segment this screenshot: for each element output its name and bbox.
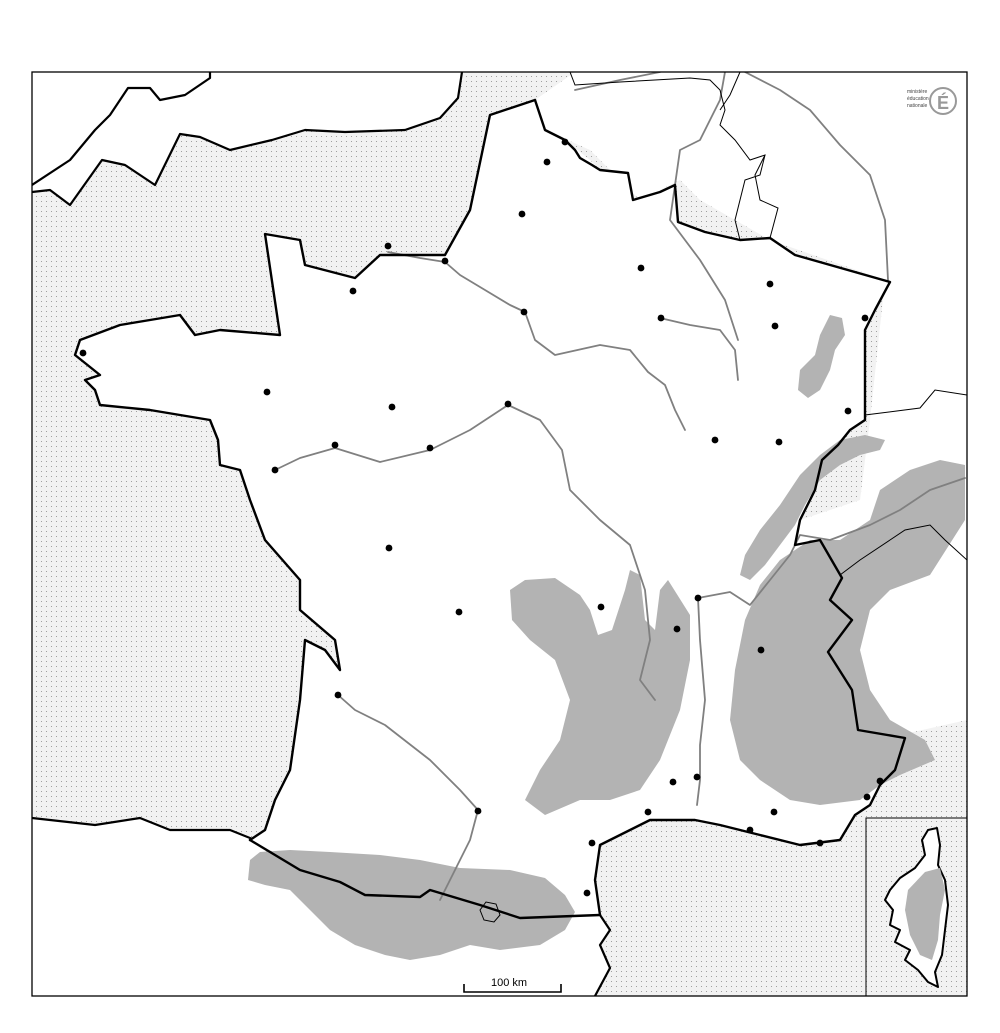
map-frame [31, 71, 968, 997]
logo-line-1: ministère [907, 89, 928, 95]
great-britain-coast-2 [32, 72, 212, 186]
cities [79, 138, 884, 897]
pyrenees [248, 850, 575, 960]
city-dot[interactable] [775, 438, 783, 446]
city-dot[interactable] [669, 778, 677, 786]
city-dot[interactable] [334, 691, 342, 699]
scale-bar-line [463, 984, 562, 993]
city-dot[interactable] [693, 773, 701, 781]
river-rhone-south [696, 597, 706, 806]
city-dot[interactable] [694, 594, 702, 602]
city-dot[interactable] [520, 308, 528, 316]
city-dot[interactable] [441, 257, 449, 265]
city-dot[interactable] [644, 808, 652, 816]
spain-east-coast [594, 914, 612, 996]
city-dot[interactable] [757, 646, 765, 654]
city-dot[interactable] [746, 826, 754, 834]
city-dot[interactable] [384, 242, 392, 250]
city-dot[interactable] [657, 314, 665, 322]
city-dot[interactable] [770, 808, 778, 816]
river-loire [274, 404, 656, 701]
city-dot[interactable] [79, 349, 87, 357]
city-dot[interactable] [504, 400, 512, 408]
great-britain-land [32, 72, 570, 205]
city-dot[interactable] [863, 793, 871, 801]
city-dot[interactable] [766, 280, 774, 288]
andorra [479, 901, 501, 923]
city-dot[interactable] [518, 210, 526, 218]
france-atlantic-coast [73, 98, 537, 842]
corsica-inset [865, 817, 968, 997]
belgium-netherlands-border [569, 72, 766, 241]
city-dot[interactable] [543, 158, 551, 166]
germany-border [754, 154, 779, 239]
city-dot[interactable] [816, 839, 824, 847]
spain-coast [32, 816, 256, 842]
france-land [75, 100, 905, 918]
river-rhone [697, 477, 966, 606]
luxembourg-border [719, 72, 741, 111]
city-dot[interactable] [271, 466, 279, 474]
city-dot[interactable] [588, 839, 596, 847]
massif-central [510, 570, 690, 815]
france-border-north [533, 98, 907, 787]
swiss-italy-border [839, 524, 967, 576]
city-dot[interactable] [861, 314, 869, 322]
jura [740, 435, 885, 580]
river-scheldt [574, 72, 661, 91]
river-marne [659, 317, 739, 381]
river-rhine [744, 72, 889, 281]
city-dot[interactable] [263, 388, 271, 396]
logo-glyph: É [937, 92, 949, 113]
city-dot[interactable] [474, 807, 482, 815]
city-dot[interactable] [385, 544, 393, 552]
city-dot[interactable] [876, 777, 884, 785]
river-seine [387, 251, 686, 431]
city-dot[interactable] [711, 436, 719, 444]
great-britain-land-2 [32, 72, 210, 185]
city-dot[interactable] [597, 603, 605, 611]
river-garonne [337, 694, 479, 901]
city-dot[interactable] [637, 264, 645, 272]
city-dot[interactable] [388, 403, 396, 411]
city-dot[interactable] [583, 889, 591, 897]
france-border-pyrenees [248, 838, 602, 920]
city-dot[interactable] [561, 138, 569, 146]
city-dot[interactable] [771, 322, 779, 330]
great-britain-coast [32, 72, 464, 207]
city-dot[interactable] [455, 608, 463, 616]
logo-circle-icon [929, 87, 957, 115]
city-dot[interactable] [673, 625, 681, 633]
france-mediterranean-coast [593, 783, 882, 917]
alps [730, 460, 965, 805]
city-dot[interactable] [426, 444, 434, 452]
switzerland-border [864, 389, 967, 416]
logo-line-2: éducation [907, 96, 929, 102]
logo-line-3: nationale [907, 103, 928, 109]
scale-label: 100 km [491, 977, 527, 989]
city-dot[interactable] [844, 407, 852, 415]
scale-bar: 100 km [463, 977, 562, 993]
city-dot[interactable] [331, 441, 339, 449]
vosges [798, 315, 845, 398]
city-dot[interactable] [349, 287, 357, 295]
corsica-mountains [905, 868, 945, 960]
ministry-logo: ministère éducation nationale É [907, 87, 957, 115]
